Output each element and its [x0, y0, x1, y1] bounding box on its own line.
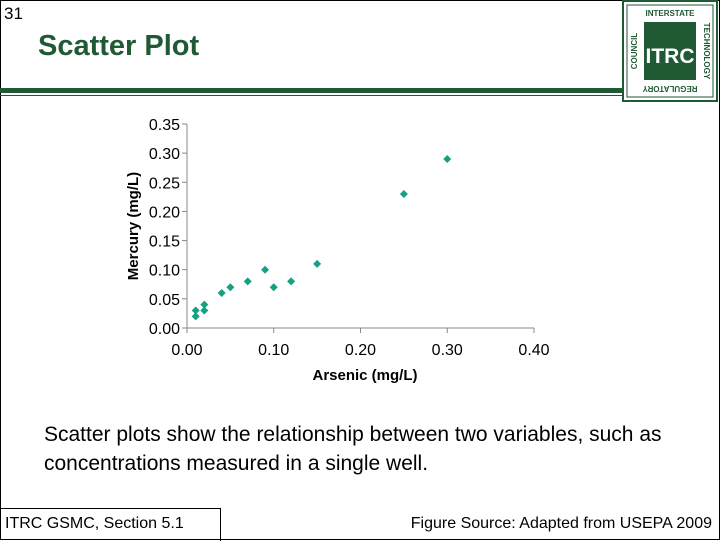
data-point — [261, 265, 270, 274]
y-tick-label: 0.05 — [149, 292, 180, 309]
footer-box — [0, 508, 221, 541]
x-tick-label: 0.30 — [432, 342, 463, 359]
x-tick-label: 0.00 — [171, 342, 202, 359]
logo-top-text: INTERSTATE — [645, 9, 695, 18]
slide-caption: Scatter plots show the relationship betw… — [44, 423, 662, 475]
data-point — [191, 312, 200, 321]
y-tick-label: 0.00 — [149, 321, 180, 338]
logo-inner-border — [626, 4, 714, 98]
itrc-logo: ITRC INTERSTATE REGULATORY COUNCIL TECHN… — [622, 0, 718, 102]
footer-right: Figure Source: Adapted from USEPA 2009 — [410, 515, 712, 532]
data-point — [443, 154, 452, 163]
slide-title: Scatter Plot — [38, 30, 200, 62]
y-tick-label: 0.20 — [149, 204, 180, 221]
data-point — [399, 189, 408, 198]
logo-right-text: TECHNOLOGY — [702, 23, 711, 80]
data-point — [313, 259, 322, 268]
y-tick-label: 0.10 — [149, 263, 180, 280]
x-tick-label: 0.20 — [345, 342, 376, 359]
x-tick-label: 0.10 — [258, 342, 289, 359]
logo-left-text: COUNCIL — [630, 33, 639, 70]
logo-main-text: ITRC — [646, 45, 695, 68]
title-rule — [0, 88, 630, 93]
y-tick-label: 0.30 — [149, 146, 180, 163]
chart-points — [191, 154, 452, 321]
x-axis-label: Arsenic (mg/L) — [312, 367, 417, 384]
data-point — [287, 277, 296, 286]
logo-bottom-text: REGULATORY — [642, 84, 698, 93]
y-axis-label: Mercury (mg/L) — [125, 172, 142, 280]
data-point — [217, 289, 226, 298]
x-tick-label: 0.40 — [518, 342, 549, 359]
scatter-chart: 0.00 0.05 0.10 0.15 0.20 0.25 0.30 0.35 0.00 0.10… — [125, 117, 550, 384]
data-point — [226, 283, 235, 292]
logo-center-block — [644, 22, 696, 80]
slide-number: 31 — [4, 4, 23, 23]
footer-left: ITRC GSMC, Section 5.1 — [5, 515, 184, 532]
chart-axes: 0.00 0.05 0.10 0.15 0.20 0.25 0.30 0.35 0.00 0.10… — [149, 117, 550, 359]
data-point — [269, 283, 278, 292]
data-point — [200, 306, 209, 315]
title-rule-thin — [0, 95, 630, 96]
y-tick-label: 0.15 — [149, 234, 180, 251]
data-point — [191, 306, 200, 315]
y-tick-label: 0.25 — [149, 175, 180, 192]
data-point — [200, 300, 209, 309]
y-tick-label: 0.35 — [149, 117, 180, 134]
data-point — [243, 277, 252, 286]
